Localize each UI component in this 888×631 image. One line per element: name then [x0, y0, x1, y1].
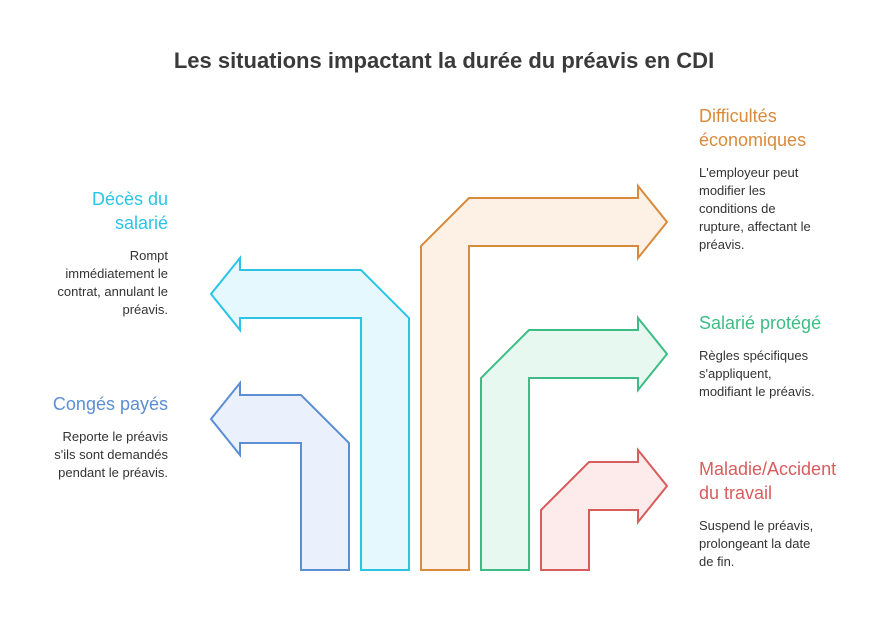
maladie-block: Maladie/Accident du travail Suspend le p…: [699, 457, 869, 571]
protege-title: Salarié protégé: [699, 313, 822, 333]
deces-description: Rompt immédiatement le contrat, annulant…: [57, 248, 168, 317]
deces-title: Décès du salarié: [91, 189, 168, 233]
deces-arrow: [209, 255, 410, 571]
conges-block: Congés payés Reporte le préavis s'ils so…: [18, 392, 168, 482]
protege-description: Règles spécifiques s'appliquent, modifia…: [699, 348, 815, 399]
maladie-arrow: [540, 447, 669, 571]
maladie-title: Maladie/Accident du travail: [699, 459, 837, 503]
difficultes-description: L'employeur peut modifier les conditions…: [699, 165, 811, 252]
protege-arrow: [480, 315, 669, 571]
maladie-description: Suspend le préavis, prolongeant la date …: [699, 518, 814, 569]
diagram-title: Les situations impactant la durée du pré…: [173, 48, 715, 73]
difficultes-title: Difficultés économiques: [699, 106, 807, 150]
conges-description: Reporte le préavis s'ils sont demandés p…: [54, 429, 168, 480]
deces-block: Décès du salarié Rompt immédiatement le …: [18, 187, 168, 319]
conges-arrow: [209, 380, 350, 571]
difficultes-block: Difficultés économiques L'employeur peut…: [699, 104, 869, 254]
difficultes-arrow: [420, 183, 669, 571]
conges-title: Congés payés: [52, 394, 168, 414]
protege-block: Salarié protégé Règles spécifiques s'app…: [699, 311, 869, 401]
